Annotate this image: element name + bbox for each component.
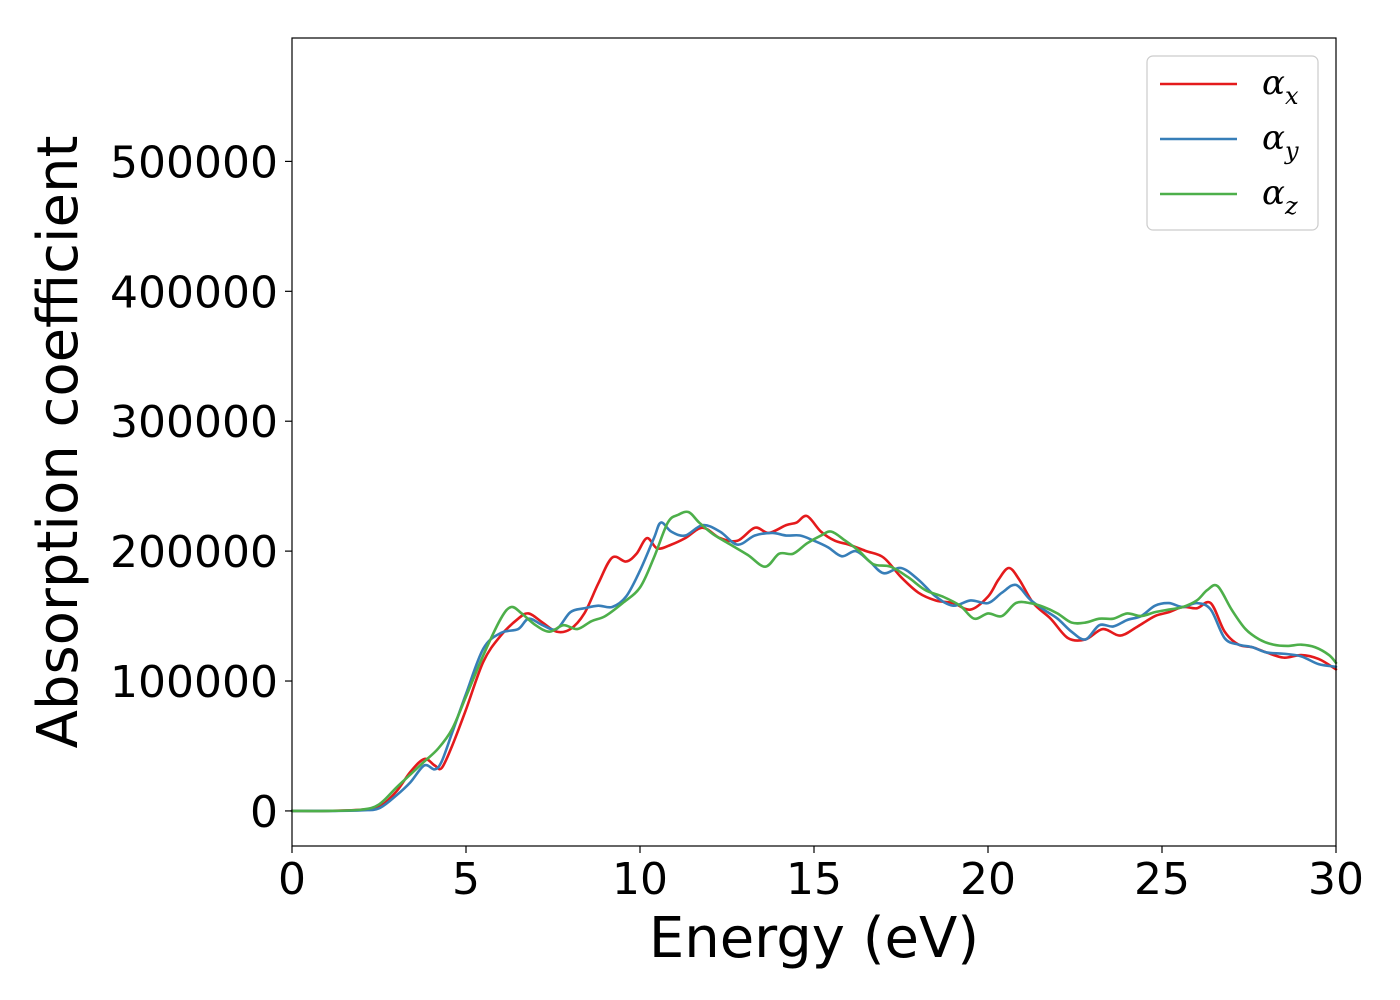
legend-label-y: αy bbox=[1262, 118, 1299, 165]
x-axis: 0 5 10 15 20 25 30 bbox=[278, 846, 1364, 905]
legend-frame bbox=[1146, 55, 1319, 231]
y-tick-label: 500000 bbox=[110, 137, 278, 188]
y-tick-label: 400000 bbox=[110, 267, 278, 318]
legend-subscript: y bbox=[1284, 137, 1299, 165]
legend-symbol: α bbox=[1262, 173, 1285, 213]
y-axis: 0 100000 200000 300000 400000 500000 bbox=[110, 137, 292, 838]
legend-subscript: x bbox=[1285, 82, 1299, 110]
x-tick-label: 20 bbox=[960, 854, 1016, 905]
x-tick-label: 5 bbox=[452, 854, 480, 905]
series-line-z bbox=[290, 510, 1338, 813]
x-axis-label: Energy (eV) bbox=[649, 906, 979, 971]
y-axis-label: Absorption coefficient bbox=[26, 136, 91, 749]
y-tick-label: 0 bbox=[250, 787, 278, 838]
y-tick-label: 200000 bbox=[110, 527, 278, 578]
series-line-x bbox=[290, 514, 1338, 813]
legend-symbol: α bbox=[1262, 63, 1285, 103]
y-tick-label: 100000 bbox=[110, 657, 278, 708]
legend-symbol: α bbox=[1262, 118, 1285, 158]
legend-label-x: αx bbox=[1262, 63, 1299, 110]
x-tick-label: 30 bbox=[1308, 854, 1364, 905]
legend-label-z: αz bbox=[1262, 173, 1298, 220]
x-tick-label: 0 bbox=[278, 854, 306, 905]
x-tick-label: 25 bbox=[1134, 854, 1190, 905]
series-layer bbox=[290, 510, 1338, 813]
x-tick-label: 15 bbox=[786, 854, 842, 905]
legend-subscript: z bbox=[1284, 192, 1298, 220]
x-tick-label: 10 bbox=[612, 854, 668, 905]
y-tick-label: 300000 bbox=[110, 397, 278, 448]
